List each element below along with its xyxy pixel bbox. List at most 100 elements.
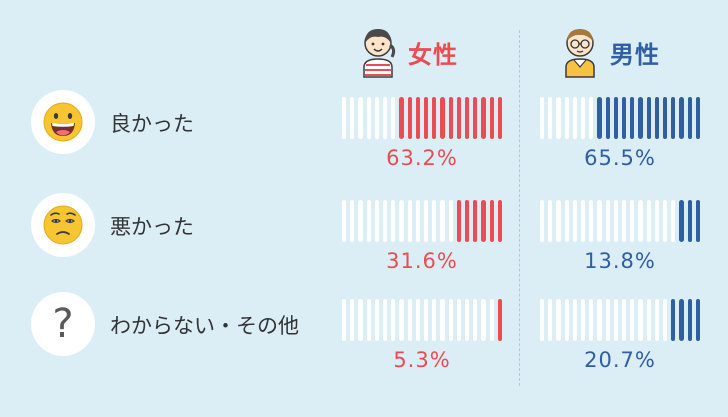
male-bar-segment-empty [638,200,643,242]
female-bar-segment-empty [391,200,396,242]
female-bar-segment-filled [497,299,503,341]
male-bar-segment-filled [695,299,701,341]
male-bar-segment-filled [695,97,701,139]
female-bar-segment-empty [366,200,371,242]
legend-male: 男性 [558,24,660,80]
female-bar-segment-empty [415,299,421,341]
female-bar-segment-filled [399,97,404,139]
male-bar-segment-filled [687,97,692,139]
female-bar-segment-empty [366,97,371,139]
female-bar-segment-empty [424,299,429,341]
legend-male-label: 男性 [610,40,660,69]
female-bar-segment-empty [465,299,470,341]
female-bar-segment-empty [432,200,437,242]
male-bar-segment-empty [663,200,668,242]
female-bar-segment-empty [383,200,388,242]
worried-face-icon [43,205,83,245]
male-bar-segment-filled [671,299,676,341]
female-bar-segment-empty [391,299,396,341]
female-bar-track [342,97,503,139]
male-percent-label: 65.5% [584,146,656,170]
male-bar-segment-empty [630,200,635,242]
female-bar-segment-filled [407,97,412,139]
male-bar-segment-filled [679,97,684,139]
male-bar-segment-empty [556,200,561,242]
female-bar-segment-filled [465,200,470,242]
row-icon-circle [31,193,95,257]
male-bar-segment-empty [622,299,627,341]
female-bar-segment-filled [497,97,503,139]
female-bar-segment-empty [374,97,380,139]
grinning-face-icon [43,102,83,142]
male-bar-segment-empty [540,200,545,242]
male-bar-segment-filled [671,97,676,139]
female-bar-segment-empty [358,97,363,139]
female-bar-segment-empty [383,97,388,139]
male-bar-segment-empty [572,299,578,341]
female-bar-segment-empty [399,299,404,341]
female-bar-segment-filled [481,200,486,242]
male-percent-label: 13.8% [584,249,656,273]
legend-female: 女性 [356,24,458,80]
female-bar-segment-filled [424,97,429,139]
female-bar-segment-filled [497,200,503,242]
male-bar-segment-empty [605,200,610,242]
male-bar-segment-empty [597,299,602,341]
male-bar-segment-empty [556,97,561,139]
male-percent-label: 20.7% [584,348,656,372]
male-bar-segment-empty [572,200,578,242]
male-bar-segment-empty [548,97,553,139]
male-bar-segment-empty [581,299,586,341]
female-bar-segment-filled [489,97,494,139]
female-bar-segment-empty [473,299,478,341]
female-bar-segment-empty [440,200,445,242]
female-bar-segment-filled [473,97,478,139]
male-bar-segment-empty [589,97,594,139]
female-bar-segment-empty [350,299,355,341]
female-percent-label: 5.3% [393,348,451,372]
female-bar-segment-filled [473,200,478,242]
male-bar-segment-empty [540,299,545,341]
female-bar-segment-filled [440,97,445,139]
female-bar-segment-filled [456,200,462,242]
male-bar-segment-filled [687,200,692,242]
male-bar-segment-filled [613,97,619,139]
female-bar-segment-empty [358,299,363,341]
male-bar-segment-empty [597,200,602,242]
female-bar-segment-empty [383,299,388,341]
female-bar-segment-empty [424,200,429,242]
male-bar-segment-filled [622,97,627,139]
female-bar-segment-empty [407,299,412,341]
male-bar-segment-empty [605,299,610,341]
female-bar-segment-filled [489,200,494,242]
male-bar-segment-empty [654,299,660,341]
row-label: 悪かった [110,215,194,239]
male-bar-segment-filled [654,97,660,139]
female-bar-segment-empty [358,200,363,242]
female-bar-segment-filled [465,97,470,139]
male-bar-segment-filled [638,97,643,139]
female-bar-segment-filled [415,97,421,139]
female-bar-track [342,299,503,341]
column-divider [519,30,520,386]
male-bar-segment-empty [548,200,553,242]
male-bar-segment-empty [589,200,594,242]
male-bar-segment-filled [663,97,668,139]
female-bar-segment-empty [342,299,347,341]
male-bar-segment-filled [679,299,684,341]
male-bar-track [540,200,701,242]
female-bar-segment-empty [399,200,404,242]
female-bar-segment-filled [432,97,437,139]
male-bar-segment-empty [646,299,651,341]
male-bar-segment-empty [663,299,668,341]
male-bar-segment-empty [589,299,594,341]
female-bar-track [342,200,503,242]
female-bar-segment-empty [456,299,462,341]
row-good: 良かった 63.2% 65.5% [0,90,728,190]
male-bar-segment-empty [622,200,627,242]
male-bar-segment-empty [630,299,635,341]
male-bar-segment-empty [540,97,545,139]
female-bar-segment-empty [489,299,494,341]
female-bar-segment-empty [407,200,412,242]
female-bar-segment-filled [456,97,462,139]
